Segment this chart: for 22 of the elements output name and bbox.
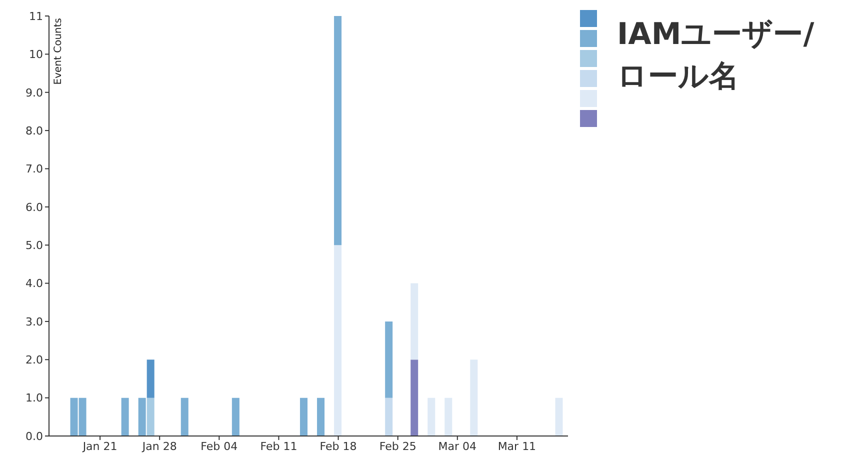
legend-title: IAMユーザー/ロール名 (617, 16, 816, 96)
y-tick-label: 10 (29, 48, 43, 62)
y-axis-title: Event Counts (53, 18, 64, 85)
y-tick-label: 1.0 (26, 392, 43, 405)
y-tick-label: 11 (29, 10, 43, 23)
x-tick-label: Feb 04 (200, 440, 238, 453)
x-tick-label: Feb 18 (320, 440, 357, 453)
x-tick-label: Feb 11 (260, 440, 298, 453)
x-tick-label: Jan 21 (82, 440, 118, 453)
y-tick-label: 6.0 (26, 200, 43, 214)
y-tick-label: 8.0 (26, 124, 43, 138)
x-tick-label: Jan 28 (141, 440, 177, 453)
y-tick-label: 3.0 (26, 315, 43, 328)
y-tick-label: 0.0 (26, 430, 43, 443)
y-tick-label: 4.0 (26, 277, 43, 290)
y-tick-label: 7.0 (26, 162, 43, 176)
x-tick-label: Mar 11 (498, 440, 536, 453)
x-tick-label: Feb 25 (379, 440, 416, 453)
x-tick-label: Mar 04 (438, 440, 477, 453)
y-tick-label: 2.0 (26, 354, 43, 367)
y-tick-label: 9.0 (26, 86, 43, 100)
y-tick-label: 5.0 (26, 238, 43, 252)
